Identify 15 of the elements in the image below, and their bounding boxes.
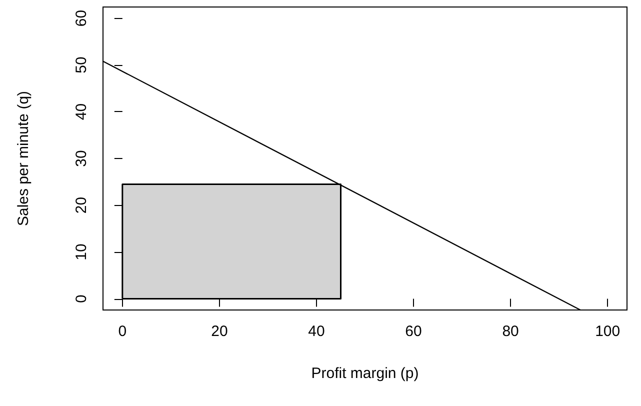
x-tick-label: 60 — [405, 323, 422, 340]
x-tick-label: 100 — [595, 323, 620, 340]
x-axis-title: Profit margin (p) — [311, 365, 419, 382]
y-tick-label: 50 — [73, 56, 90, 74]
x-tick-label: 80 — [502, 323, 519, 340]
x-tick-label: 40 — [308, 323, 325, 340]
y-tick-label: 30 — [73, 150, 90, 167]
y-axis-title: Sales per minute (q) — [15, 90, 32, 226]
y-tick-label: 10 — [73, 244, 90, 260]
y-tick-label: 0 — [73, 294, 90, 303]
x-tick-label: 20 — [211, 323, 228, 340]
y-tick-label: 20 — [73, 196, 90, 214]
x-tick-label: 0 — [118, 323, 127, 340]
y-tick-label: 40 — [73, 103, 90, 120]
y-tick-label: 60 — [73, 10, 90, 27]
